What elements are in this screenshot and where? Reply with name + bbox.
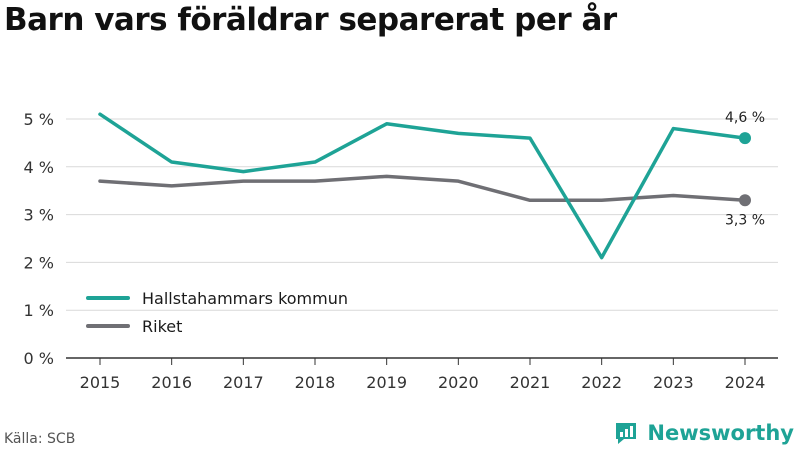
gridlines [66,118,778,359]
line-chart: 0 %1 %2 %3 %4 %5 % 2015 2016 2017 2018 2019 2… [24,110,778,392]
series-line-1 [98,174,747,203]
x-axis: 2015 2016 2017 2018 2019 2020 2021 2022 2023 2024 [80,358,766,392]
chart-title: Barn vars föräldrar separerat per år [4,2,617,38]
x-tick-label: 2024 [725,373,766,392]
y-tick-label: 0 % [24,349,54,368]
legend-label: Riket [142,317,182,336]
x-tick-label: 2018 [295,373,336,392]
series-lines: 3,3 % 4,6 % [98,110,765,260]
brand-logo: Newsworthy [613,420,794,446]
newsworthy-logo-icon [616,423,637,444]
legend: Hallstahammars kommun Riket [86,289,348,336]
x-tick-label: 2017 [223,373,264,392]
y-tick-label: 1 % [24,301,54,320]
y-tick-label: 2 % [24,253,54,272]
y-axis-ticks: 0 % 1 % 2 % 3 % 4 % 5 % [24,110,54,368]
end-value-label: 4,6 % [725,110,765,126]
x-tick-label: 2021 [510,373,551,392]
brand-name: Newsworthy [647,421,794,445]
source-note: Källa: SCB [4,431,76,447]
end-value-label: 3,3 % [725,212,765,228]
x-tick-label: 2022 [581,373,622,392]
legend-label: Hallstahammars kommun [142,289,348,308]
series-end-point [739,194,751,207]
x-tick-label: 2016 [151,373,192,392]
series-end-point [739,132,751,145]
x-tick-label: 2020 [438,373,479,392]
x-tick-label: 2015 [80,373,121,392]
x-tick-label: 2019 [366,373,407,392]
y-tick-label: 4 % [24,158,54,177]
x-tick-label: 2023 [653,373,694,392]
y-tick-label: 5 % [24,110,54,129]
y-tick-label: 3 % [24,206,54,225]
series-line-0 [98,112,747,260]
